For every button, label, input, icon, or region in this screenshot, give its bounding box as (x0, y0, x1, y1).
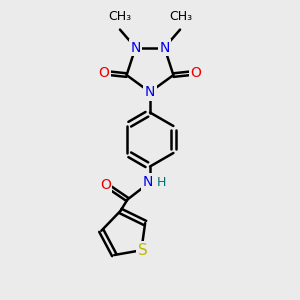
Text: S: S (138, 243, 148, 258)
Text: N: N (159, 40, 170, 55)
Text: O: O (100, 178, 111, 192)
Text: CH₃: CH₃ (169, 10, 192, 23)
Text: H: H (157, 176, 166, 189)
Text: N: N (130, 40, 141, 55)
Text: CH₃: CH₃ (108, 10, 131, 23)
Text: O: O (99, 66, 110, 80)
Text: O: O (190, 66, 201, 80)
Text: N: N (145, 85, 155, 99)
Text: N: N (142, 175, 153, 189)
